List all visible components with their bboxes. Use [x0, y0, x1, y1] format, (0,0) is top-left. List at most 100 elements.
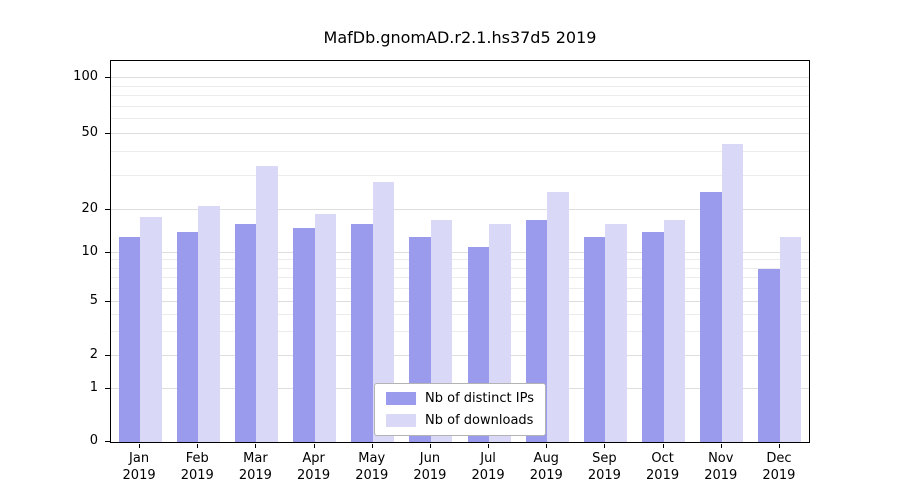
bar-distinct-ips-dec — [758, 268, 780, 442]
x-tick-mark-jun — [429, 444, 431, 448]
gridline-30 — [111, 175, 809, 177]
x-tick-mark-jul — [488, 444, 490, 448]
gridline-20 — [111, 209, 809, 211]
x-tick-mark-dec — [778, 444, 780, 448]
x-tick-mark-may — [371, 444, 373, 448]
bar-downloads-mar — [256, 166, 278, 442]
x-tick-mark-aug — [546, 444, 548, 448]
y-tick-mark-20 — [105, 209, 110, 211]
y-tick-mark-5 — [105, 300, 110, 302]
gridline-10 — [111, 252, 809, 254]
x-tick-year: 2019 — [413, 468, 447, 483]
y-tick-label-50: 50 — [81, 124, 98, 140]
x-tick-mark-sep — [604, 444, 606, 448]
x-tick-year: 2019 — [704, 468, 738, 483]
gridline-50 — [111, 132, 809, 134]
y-tick-label-20: 20 — [81, 201, 98, 217]
y-tick-mark-0 — [105, 441, 110, 442]
x-tick-label-may: May 2019 — [343, 450, 401, 484]
gridline-100 — [111, 77, 809, 79]
x-tick-month: Aug — [533, 451, 559, 466]
x-tick-mark-jan — [139, 444, 141, 448]
legend-label-downloads: Nb of downloads — [425, 413, 534, 428]
gridline-5 — [111, 300, 809, 302]
x-tick-month: Nov — [708, 451, 734, 466]
x-tick-month: Jul — [480, 451, 496, 466]
x-tick-year: 2019 — [471, 468, 505, 483]
bar-distinct-ips-may — [351, 224, 373, 442]
x-tick-label-mar: Mar 2019 — [226, 450, 284, 484]
x-tick-label-apr: Apr 2019 — [285, 450, 343, 484]
bar-distinct-ips-jan — [118, 236, 141, 442]
gridline-9 — [111, 259, 809, 261]
x-tick-year: 2019 — [355, 468, 389, 483]
bar-distinct-ips-feb — [176, 232, 199, 442]
legend-item-downloads: Nb of downloads — [386, 413, 534, 428]
x-tick-label-nov: Nov 2019 — [692, 450, 750, 484]
y-tick-label-100: 100 — [73, 69, 98, 85]
bar-distinct-ips-mar — [234, 224, 257, 442]
x-tick-label-oct: Oct 2019 — [634, 450, 692, 484]
y-tick-mark-100 — [105, 77, 110, 79]
x-tick-month: Jan — [129, 451, 150, 466]
y-tick-label-5: 5 — [89, 292, 98, 308]
x-tick-month: Feb — [185, 451, 209, 466]
x-tick-mark-feb — [197, 444, 199, 448]
bar-downloads-feb — [198, 206, 220, 442]
y-tick-mark-10 — [105, 252, 110, 254]
x-tick-year: 2019 — [180, 468, 214, 483]
x-tick-label-dec: Dec 2019 — [750, 450, 808, 484]
bar-downloads-aug — [547, 191, 569, 442]
gridline-6 — [111, 287, 809, 289]
x-tick-label-feb: Feb 2019 — [168, 450, 226, 484]
x-tick-year: 2019 — [762, 468, 796, 483]
y-tick-mark-2 — [105, 355, 110, 357]
x-tick-label-aug: Aug 2019 — [517, 450, 575, 484]
gridline-8 — [111, 267, 809, 269]
y-tick-label-2: 2 — [89, 347, 98, 363]
x-tick-month: May — [358, 451, 386, 466]
x-tick-year: 2019 — [587, 468, 621, 483]
bar-distinct-ips-apr — [293, 228, 315, 442]
x-tick-month: Dec — [766, 451, 792, 466]
gridline-90 — [111, 85, 809, 87]
bar-downloads-oct — [663, 220, 686, 442]
y-tick-label-1: 1 — [89, 380, 98, 396]
legend-swatch-downloads — [386, 414, 417, 427]
x-tick-label-jul: Jul 2019 — [459, 450, 517, 484]
bar-distinct-ips-nov — [700, 191, 722, 442]
x-tick-label-sep: Sep 2019 — [575, 450, 633, 484]
gridline-2 — [111, 355, 809, 357]
bar-downloads-nov — [721, 144, 744, 442]
x-tick-year: 2019 — [238, 468, 272, 483]
x-tick-month: Oct — [651, 451, 674, 466]
gridline-60 — [111, 118, 809, 120]
bar-downloads-may — [372, 182, 395, 442]
bar-downloads-dec — [779, 236, 802, 442]
bar-downloads-apr — [314, 213, 337, 442]
legend-label-distinct-ips: Nb of distinct IPs — [425, 391, 534, 406]
y-tick-mark-1 — [105, 388, 110, 390]
x-tick-mark-mar — [255, 444, 257, 448]
x-tick-label-jan: Jan 2019 — [110, 450, 168, 484]
x-tick-year: 2019 — [529, 468, 563, 483]
x-tick-month: Jun — [419, 451, 441, 466]
x-tick-month: Apr — [302, 451, 325, 466]
legend-swatch-distinct-ips — [386, 392, 417, 405]
bar-distinct-ips-oct — [642, 232, 664, 442]
plot-area: Nb of distinct IPs Nb of downloads — [110, 60, 810, 443]
chart-title: MafDb.gnomAD.r2.1.hs37d5 2019 — [323, 28, 597, 47]
gridline-7 — [111, 277, 809, 279]
x-tick-month: Sep — [592, 451, 617, 466]
x-tick-month: Mar — [243, 451, 268, 466]
bar-distinct-ips-sep — [583, 236, 606, 442]
x-tick-year: 2019 — [122, 468, 156, 483]
x-tick-year: 2019 — [297, 468, 331, 483]
y-tick-mark-50 — [105, 132, 110, 134]
x-tick-label-jun: Jun 2019 — [401, 450, 459, 484]
y-tick-label-0: 0 — [89, 433, 98, 448]
gridline-4 — [111, 314, 809, 316]
gridline-80 — [111, 95, 809, 97]
x-tick-mark-oct — [662, 444, 664, 448]
